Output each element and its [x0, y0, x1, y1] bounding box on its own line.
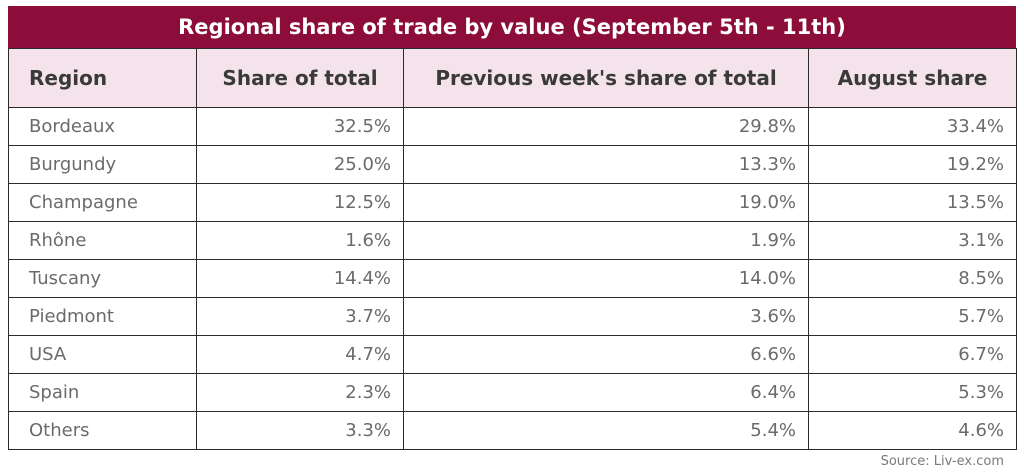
region-cell: Rhône [8, 221, 197, 260]
table-body: Bordeaux 32.5% 29.8% 33.4% Burgundy 25.0% 13.3… [8, 107, 1017, 450]
table-row: Piedmont 3.7% 3.6% 5.7% [8, 297, 1017, 336]
region-cell: Burgundy [8, 145, 197, 184]
share-of-total-cell: 25.0% [196, 145, 404, 184]
table-row: Spain 2.3% 6.4% 5.3% [8, 373, 1017, 412]
region-cell: Tuscany [8, 259, 197, 298]
august-share-cell: 8.5% [808, 259, 1017, 298]
region-cell: Champagne [8, 183, 197, 222]
share-of-total-cell: 12.5% [196, 183, 404, 222]
share-of-total-cell: 32.5% [196, 107, 404, 146]
august-share-cell: 13.5% [808, 183, 1017, 222]
previous-week-share-cell: 6.6% [403, 335, 809, 374]
region-cell: Bordeaux [8, 107, 197, 146]
table-row: Champagne 12.5% 19.0% 13.5% [8, 183, 1017, 222]
region-cell: Others [8, 411, 197, 450]
previous-week-share-cell: 3.6% [403, 297, 809, 336]
table-row: Rhône 1.6% 1.9% 3.1% [8, 221, 1017, 260]
august-share-cell: 6.7% [808, 335, 1017, 374]
trade-share-table: Regional share of trade by value (Septem… [8, 6, 1017, 450]
previous-week-share-cell: 14.0% [403, 259, 809, 298]
share-of-total-cell: 4.7% [196, 335, 404, 374]
region-cell: Spain [8, 373, 197, 412]
previous-week-share-cell: 29.8% [403, 107, 809, 146]
table-title: Regional share of trade by value (Septem… [8, 6, 1016, 48]
august-share-cell: 5.3% [808, 373, 1017, 412]
column-header-august-share: August share [808, 48, 1017, 108]
august-share-cell: 33.4% [808, 107, 1017, 146]
column-header-previous-week-share: Previous week's share of total [403, 48, 809, 108]
august-share-cell: 19.2% [808, 145, 1017, 184]
share-of-total-cell: 3.3% [196, 411, 404, 450]
august-share-cell: 3.1% [808, 221, 1017, 260]
previous-week-share-cell: 6.4% [403, 373, 809, 412]
share-of-total-cell: 2.3% [196, 373, 404, 412]
data-table: Region Share of total Previous week's sh… [8, 48, 1017, 450]
region-cell: Piedmont [8, 297, 197, 336]
header-row: Region Share of total Previous week's sh… [8, 48, 1017, 108]
previous-week-share-cell: 1.9% [403, 221, 809, 260]
previous-week-share-cell: 5.4% [403, 411, 809, 450]
column-header-share-of-total: Share of total [196, 48, 404, 108]
previous-week-share-cell: 19.0% [403, 183, 809, 222]
table-row: Tuscany 14.4% 14.0% 8.5% [8, 259, 1017, 298]
previous-week-share-cell: 13.3% [403, 145, 809, 184]
table-row: Burgundy 25.0% 13.3% 19.2% [8, 145, 1017, 184]
share-of-total-cell: 1.6% [196, 221, 404, 260]
source-note: Source: Liv-ex.com [880, 454, 1004, 469]
column-header-region: Region [8, 48, 197, 108]
table-row: Bordeaux 32.5% 29.8% 33.4% [8, 107, 1017, 146]
region-cell: USA [8, 335, 197, 374]
share-of-total-cell: 14.4% [196, 259, 404, 298]
august-share-cell: 4.6% [808, 411, 1017, 450]
table-row: Others 3.3% 5.4% 4.6% [8, 411, 1017, 450]
august-share-cell: 5.7% [808, 297, 1017, 336]
table-row: USA 4.7% 6.6% 6.7% [8, 335, 1017, 374]
share-of-total-cell: 3.7% [196, 297, 404, 336]
